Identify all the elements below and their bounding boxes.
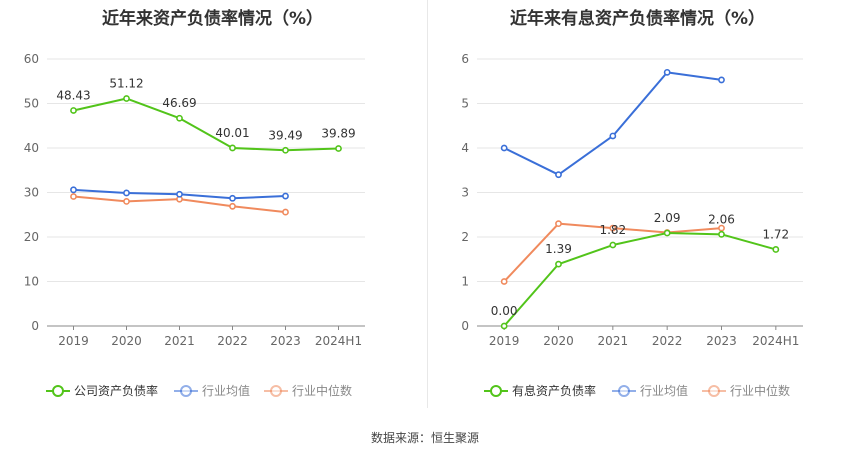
data-point: [176, 190, 183, 198]
data-point: [70, 186, 77, 194]
data-label: 51.12: [109, 77, 143, 91]
data-point: [229, 144, 236, 152]
data-point: [500, 322, 508, 330]
left-chart-panel: 近年来资产负债率情况（%） 0 10 20 30 40 50 60 2019 2020 2021 2…: [0, 0, 425, 420]
x-tick-label: 2020: [111, 334, 142, 348]
data-point: [609, 132, 617, 140]
data-point: [718, 224, 725, 232]
data-point: [335, 145, 342, 152]
data-point: [229, 202, 236, 210]
data-source-note: 数据来源：恒生聚源: [370, 431, 479, 445]
legend-label: 行业均值: [202, 383, 250, 398]
data-point: [123, 189, 130, 197]
left-chart-plot: 0 10 20 30 40 50 60 2019 2020 2021 2022 2023 2024H1 4…: [24, 52, 365, 398]
legend-marker: [270, 385, 282, 397]
right-chart-plot: 0 1 2 3 4 5 6 2019 2020 2021 2022 2023 2024H1 0.00 1.3…: [461, 52, 803, 398]
data-point: [555, 171, 562, 179]
data-label: 48.43: [56, 88, 90, 102]
legend-label: 公司资产负债率: [74, 383, 158, 398]
x-tick-label: 2022: [652, 334, 683, 348]
data-point: [718, 76, 725, 84]
y-tick-label: 30: [24, 186, 39, 200]
left-chart-title: 近年来资产负债率情况（%）: [101, 9, 324, 29]
x-tick-label: 2019: [58, 334, 89, 348]
panel-divider: [427, 0, 428, 408]
y-tick-label: 0: [461, 319, 469, 333]
y-tick-label: 20: [24, 230, 39, 244]
series-line: [503, 71, 722, 176]
data-point: [282, 208, 289, 216]
series-line: [73, 97, 339, 152]
legend-label: 行业中位数: [292, 383, 352, 398]
data-point: [609, 241, 617, 249]
data-point: [70, 193, 77, 200]
data-point: [176, 114, 183, 122]
x-tick-label: 2023: [706, 334, 737, 348]
x-tick-label: 2019: [489, 334, 520, 348]
x-tick-label: 2024H1: [315, 334, 362, 348]
x-tick-label: 2021: [164, 334, 195, 348]
y-tick-label: 6: [461, 52, 469, 66]
x-tick-label: 2023: [270, 334, 301, 348]
legend-label: 行业均值: [640, 383, 688, 398]
legend-label: 有息资产负债率: [512, 383, 596, 398]
data-label: 2.06: [708, 212, 735, 226]
legend-marker: [490, 385, 502, 397]
data-label: 2.09: [654, 211, 681, 225]
data-label: 46.69: [162, 96, 196, 110]
right-chart-title: 近年来有息资产负债率情况（%）: [509, 9, 766, 29]
data-point: [609, 224, 617, 232]
legend-label: 行业中位数: [730, 383, 790, 398]
y-tick-label: 50: [24, 97, 39, 111]
y-tick-label: 40: [24, 141, 39, 155]
legend-marker: [52, 385, 64, 397]
data-point: [718, 230, 725, 238]
data-label: 1.39: [545, 242, 572, 256]
data-label: 39.89: [321, 126, 355, 140]
data-label: 39.49: [268, 128, 302, 142]
y-tick-label: 10: [24, 275, 39, 289]
data-point: [282, 192, 289, 200]
y-tick-label: 4: [461, 141, 469, 155]
data-point: [229, 194, 236, 202]
y-tick-label: 1: [461, 275, 469, 289]
data-label: 0.00: [491, 304, 518, 318]
data-label: 1.72: [762, 227, 789, 241]
data-point: [663, 229, 671, 237]
series-line: [503, 231, 777, 327]
y-tick-label: 5: [461, 97, 469, 111]
data-point: [772, 246, 780, 253]
data-point: [282, 146, 289, 154]
x-tick-label: 2021: [598, 334, 629, 348]
y-tick-label: 0: [31, 319, 39, 333]
data-point: [555, 260, 562, 268]
legend-marker: [618, 385, 630, 397]
data-point: [123, 95, 130, 102]
x-tick-label: 2020: [543, 334, 574, 348]
right-chart-panel: 近年来有息资产负债率情况（%） 0 1 2 3 4 5 6 2019 2020 2021 2022 2…: [425, 0, 850, 420]
x-tick-label: 2024H1: [752, 334, 799, 348]
x-tick-label: 2022: [217, 334, 248, 348]
y-tick-label: 60: [24, 52, 39, 66]
legend-marker: [180, 385, 192, 397]
y-tick-label: 3: [461, 186, 469, 200]
data-label: 1.82: [599, 223, 626, 237]
legend-marker: [708, 385, 720, 397]
data-point: [123, 197, 130, 205]
y-tick-label: 2: [461, 230, 469, 244]
data-point: [663, 68, 671, 76]
data-label: 40.01: [215, 126, 249, 140]
data-point: [500, 278, 508, 285]
data-point: [70, 107, 77, 114]
data-point: [555, 220, 562, 228]
data-point: [500, 144, 508, 152]
